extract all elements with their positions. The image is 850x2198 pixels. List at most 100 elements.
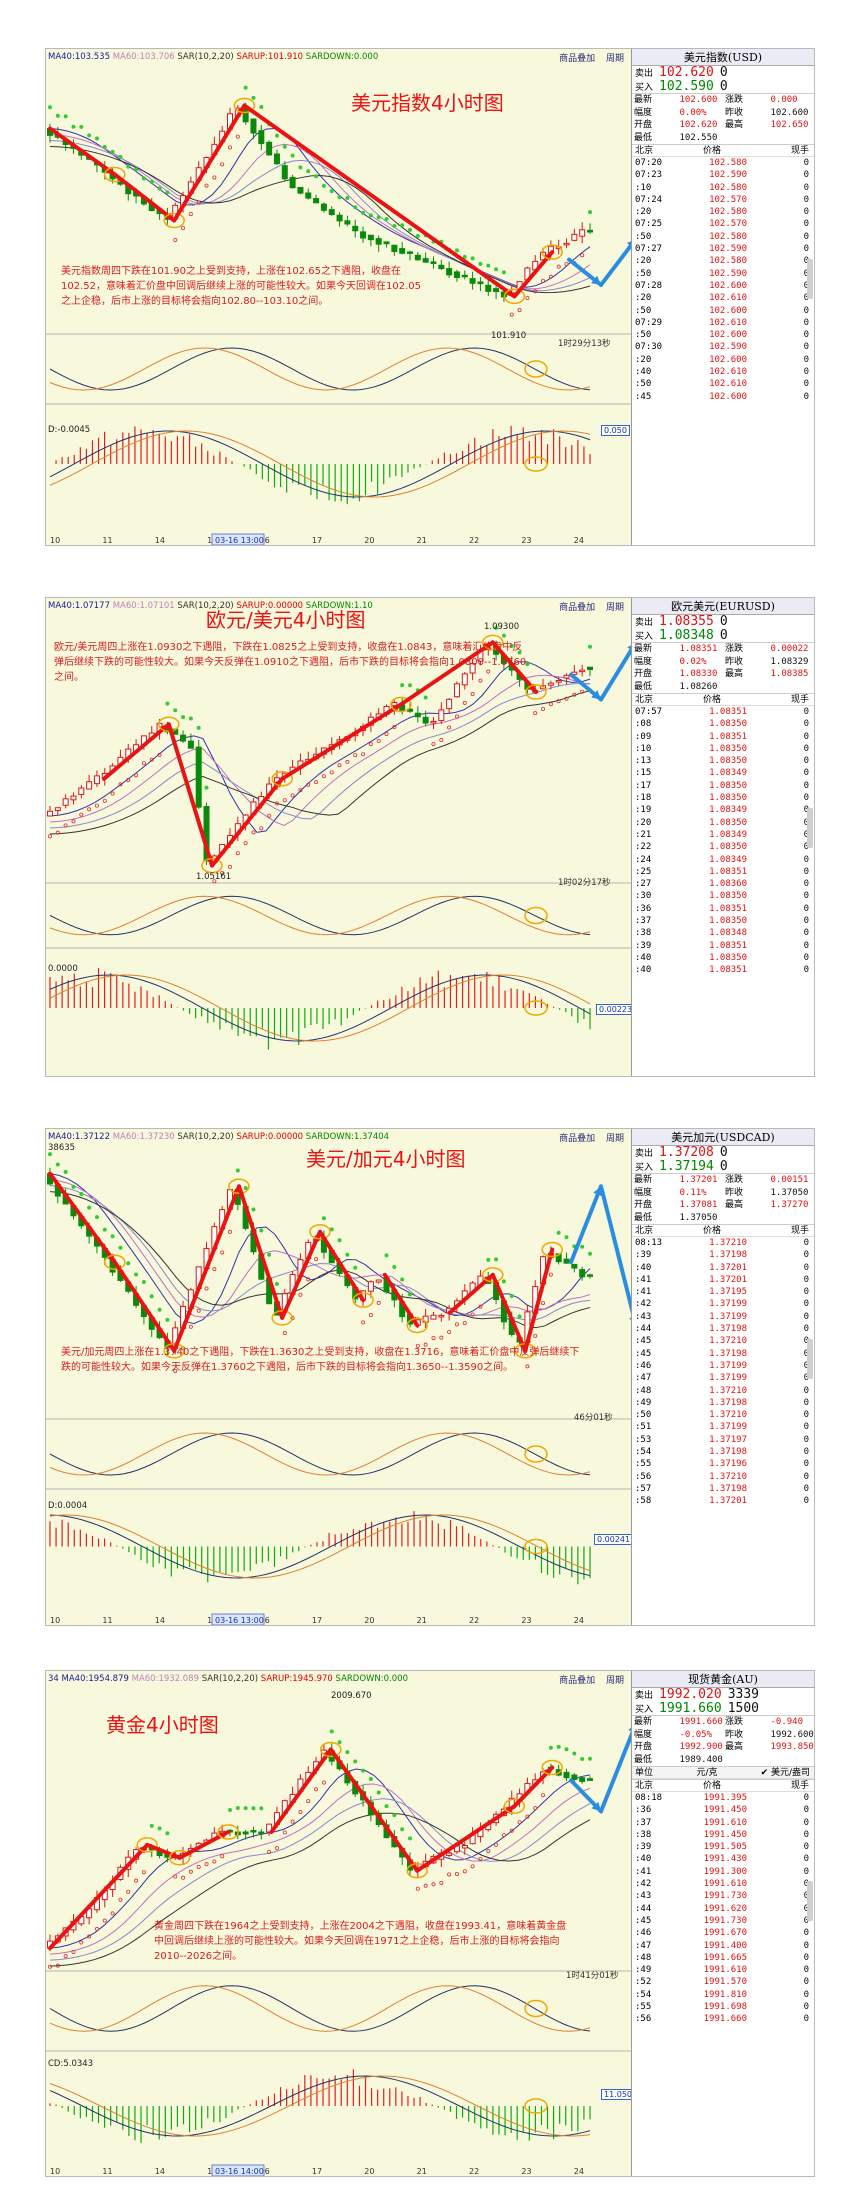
tick-list[interactable]: 08:18 1991.395 0:36 1991.450 0:37 1991.610 0:3… [632,1792,814,2026]
tick-list[interactable]: 07:57 1.08351 0:08 1.08350 0:09 1.08351 0:10 1.… [632,706,814,977]
tick-time: :42 [635,1879,652,1890]
trend-arrow [523,1247,555,1353]
sar-dot [134,1272,139,1277]
sar-dot [588,210,593,215]
scrollbar[interactable] [807,1881,813,1921]
tick-time: :44 [635,1903,652,1914]
tick-row: :13 1.08350 0 [632,755,814,767]
tick-time: :51 [635,1422,652,1433]
high-price-label: 2009.670 [331,1691,372,1701]
tick-list[interactable]: 07:20 102.580 0 07:23 102.590 0:10 102.580 0 07:… [632,157,814,403]
tick-time: :21 [635,829,652,840]
tick-volume: 0 [803,707,809,717]
sar-dot [580,253,585,258]
tick-time: :37 [635,1817,652,1828]
candle-body [250,1830,257,1833]
chart-area[interactable]: MA40:1.07177 MA60:1.07101 SAR(10,2,20) S… [46,598,632,1076]
sar-dot [439,738,444,743]
x-tick-label: 11 [102,1616,112,1625]
period-button[interactable]: 周期 [605,54,624,64]
sardown-label: SARDOWN:1.37404 [305,1132,390,1142]
highlight-ellipse [406,1317,428,1334]
scrollbar[interactable] [807,259,813,299]
sar-dot [220,1250,225,1255]
overlay-button[interactable]: 商品叠加 [559,1134,596,1144]
highlight-ellipse [158,716,180,732]
tick-volume: 0 [803,1793,809,1803]
tick-price: 1.37210 [709,1336,747,1347]
overlay-button[interactable]: 商品叠加 [559,1676,596,1686]
tick-row: :40 1.08350 0 [632,952,814,964]
sar-dot [290,153,295,158]
tick-row: :48 1991.665 0 [632,1952,814,1964]
overlay-button[interactable]: 商品叠加 [559,54,596,64]
sardown-label: SARDOWN:0.000 [305,52,379,62]
chart-area[interactable]: 101114151617202122232403-16 14:00 34 MA4… [46,1671,632,2176]
tick-volume: 0 [803,1805,809,1816]
analysis-text: 欧元/美元周四上涨在1.0930之下遇阻，下跌在1.0825之上受到支持，收盘在… [54,642,527,683]
sell-label: 卖出 [635,618,654,628]
candle-body [367,234,374,241]
tick-list[interactable]: 08:13 1.37210 0:39 1.37198 0:40 1.37201 0:41 1.… [632,1237,814,1508]
buy-row: 买入 1991.660 1500 [632,1702,814,1716]
chart-area[interactable]: 101114151617202122232403-16 13:00 MA40:1… [46,49,632,545]
sar-dot [509,643,514,648]
stat-value: 102.600 [770,107,809,118]
stat-value: 1.08260 [679,681,718,692]
usd-index-chart-panel: 101114151617202122232403-16 13:00 MA40:1… [45,48,815,546]
tick-time: :43 [635,1891,652,1902]
macd-signal-line [49,974,591,1042]
sar-dot [314,1257,319,1262]
tick-row: :51 1.37199 0 [632,1421,814,1433]
sar-dot [274,133,279,138]
candle-body [187,740,194,749]
sar-dot [204,785,209,790]
sar-dot [345,1252,350,1257]
sell-label: 卖出 [635,1149,654,1159]
candle-body [242,1831,249,1835]
tick-time: 07:23 [635,170,663,181]
candle-body [360,231,367,239]
sarup-label: SARUP:101.910 [236,52,304,62]
unit-usd[interactable]: ✔ 美元/盎司 [760,1768,810,1778]
chart-area[interactable]: 101114151617202122232403-16 13:00 MA40:1… [46,1129,632,1625]
candle-body [250,118,257,134]
tick-time: :46 [635,1928,652,1939]
sar-dot [157,1307,162,1312]
stat-row: 开盘 1992.900 最高 1993.850 [632,1741,814,1754]
tick-price: 1.37199 [709,1311,747,1322]
period-button[interactable]: 周期 [605,1676,624,1686]
sar-dot [165,1831,170,1836]
trend-arrow [490,1272,528,1353]
unit-row[interactable]: 单位 元/克 ✔ 美元/盎司 [632,1766,814,1779]
period-button[interactable]: 周期 [605,1134,624,1144]
scrollbar[interactable] [807,808,813,848]
scrollbar[interactable] [807,1339,813,1379]
sar-dot [298,788,303,793]
x-tick-label: 22 [469,2167,479,2176]
sar-dot [415,234,420,239]
tick-price: 1.37199 [709,1422,747,1433]
moving-average-line [49,682,591,829]
sar-dot [149,179,154,184]
sar-dot [87,1205,92,1210]
sar-dot [501,633,506,638]
unit-cny[interactable]: 元/克 [696,1768,718,1778]
tick-time: :45 [635,1915,652,1926]
sar-dot [588,1756,593,1761]
sar-dot [55,1162,60,1167]
tick-row: :43 1.37199 0 [632,1311,814,1323]
tick-volume: 0 [803,891,809,902]
buy-price: 1.08348 [659,628,714,643]
tick-volume: 0 [803,293,809,304]
period-button[interactable]: 周期 [605,603,624,613]
stat-value: 102.550 [679,132,718,143]
sar-dot [462,1321,467,1326]
ma40-label: MA40:1.37122 [48,1132,110,1142]
tick-price: 1991.730 [703,1915,747,1926]
overlay-button[interactable]: 商品叠加 [559,603,596,613]
tick-row: :27 1.08360 0 [632,878,814,890]
tick-volume: 0 [803,170,809,181]
sarup-label: SARUP:0.00000 [236,601,304,611]
sar-dot [541,278,546,283]
